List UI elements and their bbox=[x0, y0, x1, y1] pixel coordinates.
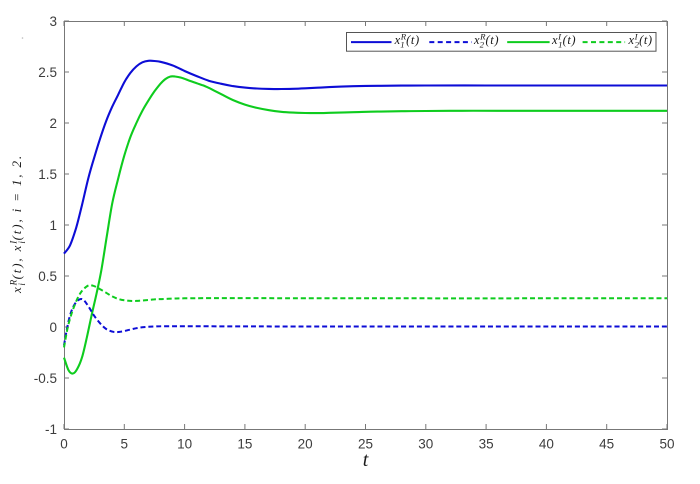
svg-text:xR1(t): xR 1(t) bbox=[394, 32, 420, 50]
svg-text:0: 0 bbox=[60, 437, 68, 452]
svg-text:0.5: 0.5 bbox=[38, 269, 57, 284]
svg-text:5: 5 bbox=[121, 437, 129, 452]
svg-text:xR2(t): xR 2(t) bbox=[473, 32, 499, 50]
svg-text:3: 3 bbox=[49, 14, 57, 29]
svg-text:15: 15 bbox=[237, 437, 252, 452]
svg-text:10: 10 bbox=[177, 437, 192, 452]
svg-text:xI1(t): xI 1(t) bbox=[551, 32, 576, 50]
svg-text:t: t bbox=[363, 449, 369, 471]
svg-text:1.5: 1.5 bbox=[38, 167, 57, 182]
svg-text:40: 40 bbox=[539, 437, 554, 452]
svg-text:35: 35 bbox=[479, 437, 494, 452]
svg-text:25: 25 bbox=[358, 437, 373, 452]
svg-text:-0.5: -0.5 bbox=[34, 371, 57, 386]
svg-text:-1: -1 bbox=[45, 422, 57, 437]
svg-text:1: 1 bbox=[49, 218, 57, 233]
svg-text:2.5: 2.5 bbox=[38, 65, 57, 80]
svg-text:20: 20 bbox=[298, 437, 313, 452]
svg-text:30: 30 bbox=[418, 437, 433, 452]
svg-text:50: 50 bbox=[659, 437, 674, 452]
svg-text:xI2(t): xI 2(t) bbox=[628, 32, 653, 50]
svg-text:xRi(t), xIi(t), i = 1, 2.: xRi(t), xIi(t), i = 1, 2. bbox=[9, 154, 27, 294]
svg-text:45: 45 bbox=[599, 437, 614, 452]
svg-text:0: 0 bbox=[49, 320, 57, 335]
svg-text:2: 2 bbox=[49, 116, 57, 131]
